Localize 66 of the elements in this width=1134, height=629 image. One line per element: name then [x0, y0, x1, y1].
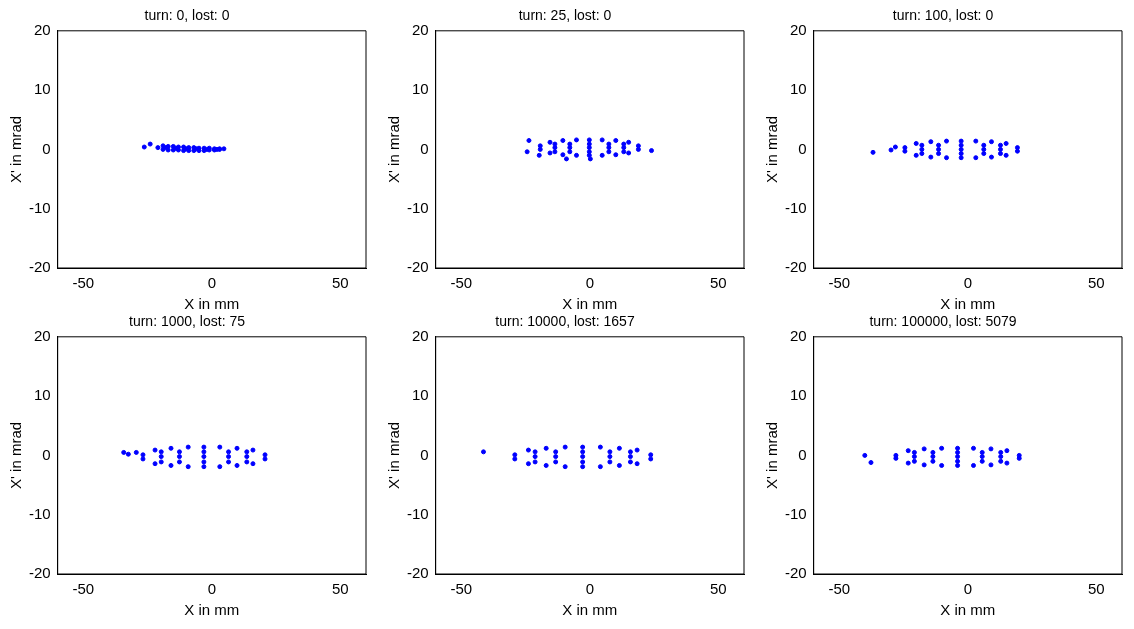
y-tick-label: -20	[406, 564, 429, 582]
x-tick-label: 0	[585, 274, 595, 292]
x-tick-label: 0	[585, 580, 595, 598]
y-axis-title: X' in mrad	[385, 421, 403, 489]
chart-title: turn: 100, lost: 0	[892, 7, 994, 24]
y-tick-label: 0	[42, 139, 51, 157]
y-tick-label: 10	[33, 80, 51, 98]
y-tick-label: 20	[411, 326, 429, 344]
y-tick-label: -10	[784, 198, 807, 216]
x-axis-title: X in mm	[562, 295, 618, 313]
chart-title: turn: 100000, lost: 5079	[869, 313, 1017, 330]
x-tick-label: 50	[709, 580, 727, 598]
x-axis-title: X in mm	[940, 295, 996, 313]
x-tick-label: -50	[828, 580, 851, 598]
y-tick-label: -10	[406, 198, 429, 216]
x-tick-label: 50	[1087, 580, 1105, 598]
x-tick-label: -50	[828, 274, 851, 292]
y-tick-label: 10	[411, 80, 429, 98]
y-axis-title: X' in mrad	[7, 421, 25, 489]
y-tick-label: 0	[420, 445, 429, 463]
x-axis-title: X in mm	[940, 601, 996, 619]
y-tick-label: -10	[406, 504, 429, 522]
y-tick-label: 20	[789, 326, 807, 344]
x-axis-title: X in mm	[184, 601, 240, 619]
y-tick-label: 20	[789, 20, 807, 38]
x-tick-label: 0	[963, 274, 973, 292]
x-tick-label: 50	[709, 274, 727, 292]
chart-title: turn: 25, lost: 0	[518, 7, 612, 24]
x-tick-label: 50	[331, 274, 349, 292]
y-tick-label: -10	[784, 504, 807, 522]
y-tick-label: 0	[42, 445, 51, 463]
y-tick-label: -20	[28, 564, 51, 582]
y-axis-title: X' in mrad	[385, 115, 403, 183]
y-tick-label: -20	[406, 258, 429, 276]
y-tick-label: -20	[28, 258, 51, 276]
y-tick-label: -10	[28, 504, 51, 522]
x-tick-label: -50	[450, 274, 473, 292]
y-tick-label: -20	[784, 258, 807, 276]
x-axis-title: X in mm	[184, 295, 240, 313]
chart-title: turn: 10000, lost: 1657	[495, 313, 635, 330]
y-tick-label: 10	[789, 80, 807, 98]
chart-title: turn: 1000, lost: 75	[129, 313, 246, 330]
y-tick-label: 0	[798, 445, 807, 463]
x-tick-label: 0	[963, 580, 973, 598]
x-tick-label: 50	[331, 580, 349, 598]
chart-title: turn: 0, lost: 0	[144, 7, 230, 24]
x-tick-label: -50	[72, 580, 95, 598]
x-tick-label: -50	[450, 580, 473, 598]
y-axis-title: X' in mrad	[7, 115, 25, 183]
y-tick-label: -20	[784, 564, 807, 582]
y-tick-label: 10	[789, 386, 807, 404]
y-tick-label: -10	[28, 198, 51, 216]
y-axis-title: X' in mrad	[763, 115, 781, 183]
y-tick-label: 0	[798, 139, 807, 157]
y-tick-label: 10	[411, 386, 429, 404]
y-tick-label: 20	[411, 20, 429, 38]
x-tick-label: 0	[207, 580, 217, 598]
y-tick-label: 10	[33, 386, 51, 404]
y-tick-label: 0	[420, 139, 429, 157]
y-tick-label: 20	[33, 20, 51, 38]
y-axis-title: X' in mrad	[763, 421, 781, 489]
x-axis-title: X in mm	[562, 601, 618, 619]
x-tick-label: -50	[72, 274, 95, 292]
x-tick-label: 0	[207, 274, 217, 292]
y-tick-label: 20	[33, 326, 51, 344]
x-tick-label: 50	[1087, 274, 1105, 292]
